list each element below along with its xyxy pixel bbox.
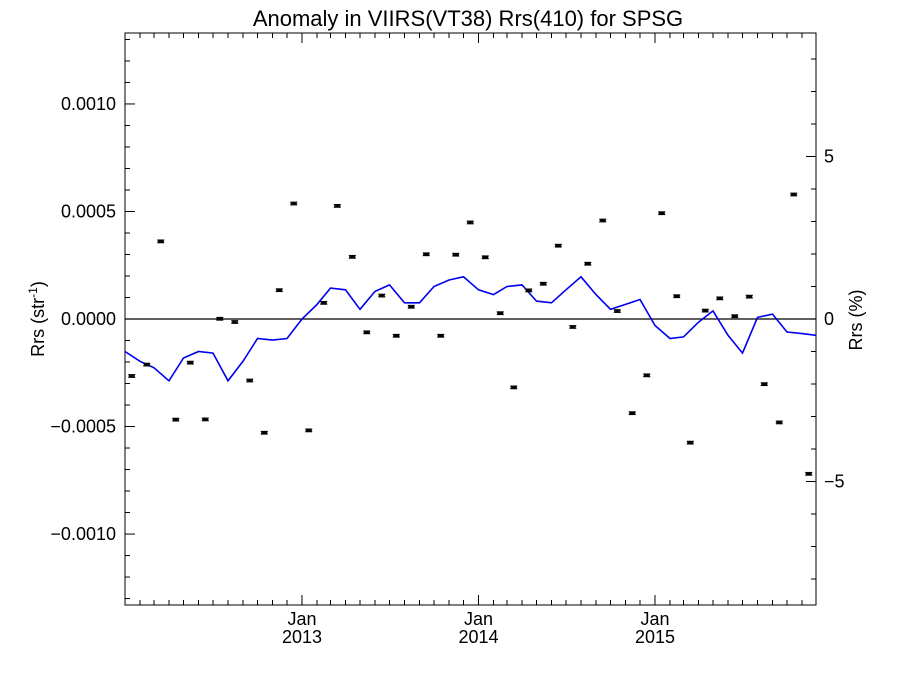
data-point <box>260 430 268 435</box>
data-point <box>422 252 430 257</box>
x-tick-month-label: Jan <box>287 609 316 629</box>
data-point <box>554 243 562 248</box>
data-point <box>510 385 518 390</box>
left-tick-label: 0.0000 <box>61 309 116 329</box>
x-tick-year-label: 2014 <box>458 627 498 647</box>
x-tick-year-label: 2013 <box>282 627 322 647</box>
data-point <box>216 316 224 321</box>
data-point <box>275 288 283 293</box>
data-point <box>452 252 460 257</box>
data-point <box>745 294 753 299</box>
data-point <box>186 360 194 365</box>
left-axis-label: Rrs (str-1) <box>26 281 48 357</box>
data-point <box>348 254 356 259</box>
data-point <box>201 417 209 422</box>
data-point <box>481 255 489 260</box>
data-point <box>496 311 504 316</box>
data-point <box>231 320 239 324</box>
anomaly-points <box>128 192 813 476</box>
data-point <box>658 211 666 216</box>
right-tick-label: 5 <box>824 147 834 167</box>
data-point <box>246 378 254 383</box>
data-point <box>320 300 328 305</box>
data-point <box>392 333 400 338</box>
left-tick-label: 0.0010 <box>61 94 116 114</box>
data-point <box>760 382 768 387</box>
left-axis-label-superscript: -1 <box>26 287 40 298</box>
chart-title: Anomaly in VIIRS(VT38) Rrs(410) for SPSG <box>253 6 683 31</box>
left-tick-label: −0.0005 <box>50 417 116 437</box>
left-tick-label: 0.0005 <box>61 201 116 221</box>
data-point <box>305 428 313 433</box>
x-tick-year-label: 2015 <box>635 627 675 647</box>
data-point <box>775 420 783 425</box>
x-tick-month-label: Jan <box>464 609 493 629</box>
right-y-axis: 5 0 −5 <box>806 58 845 580</box>
data-point <box>686 440 694 445</box>
left-tick-label: −0.0010 <box>50 524 116 544</box>
data-point <box>643 373 651 378</box>
data-point <box>172 417 180 422</box>
data-point <box>716 296 724 301</box>
data-point <box>466 220 474 225</box>
data-point <box>363 330 371 335</box>
data-point <box>290 201 298 206</box>
x-tick-month-label: Jan <box>640 609 669 629</box>
data-point <box>569 325 577 329</box>
data-point <box>378 293 386 298</box>
data-point <box>584 261 592 266</box>
data-point <box>673 294 681 299</box>
left-y-axis: 0.0010 0.0005 0.0000 −0.0005 −0.0010 <box>50 38 135 600</box>
percent-anomaly-line <box>124 275 817 383</box>
right-axis-label: Rrs (%) <box>846 290 866 351</box>
data-point <box>128 374 136 378</box>
data-point <box>333 204 341 208</box>
data-point <box>525 288 533 293</box>
data-point <box>731 314 739 319</box>
data-point <box>599 218 607 223</box>
data-point <box>790 192 798 197</box>
data-point <box>701 308 709 313</box>
data-point <box>407 304 415 309</box>
data-point <box>628 411 636 416</box>
data-point <box>143 362 151 367</box>
data-point <box>539 281 547 286</box>
data-point <box>613 309 621 313</box>
right-tick-label: 0 <box>824 309 834 329</box>
data-point <box>437 333 445 338</box>
right-tick-label: −5 <box>824 472 845 492</box>
data-point <box>805 471 813 476</box>
data-point <box>157 239 165 244</box>
